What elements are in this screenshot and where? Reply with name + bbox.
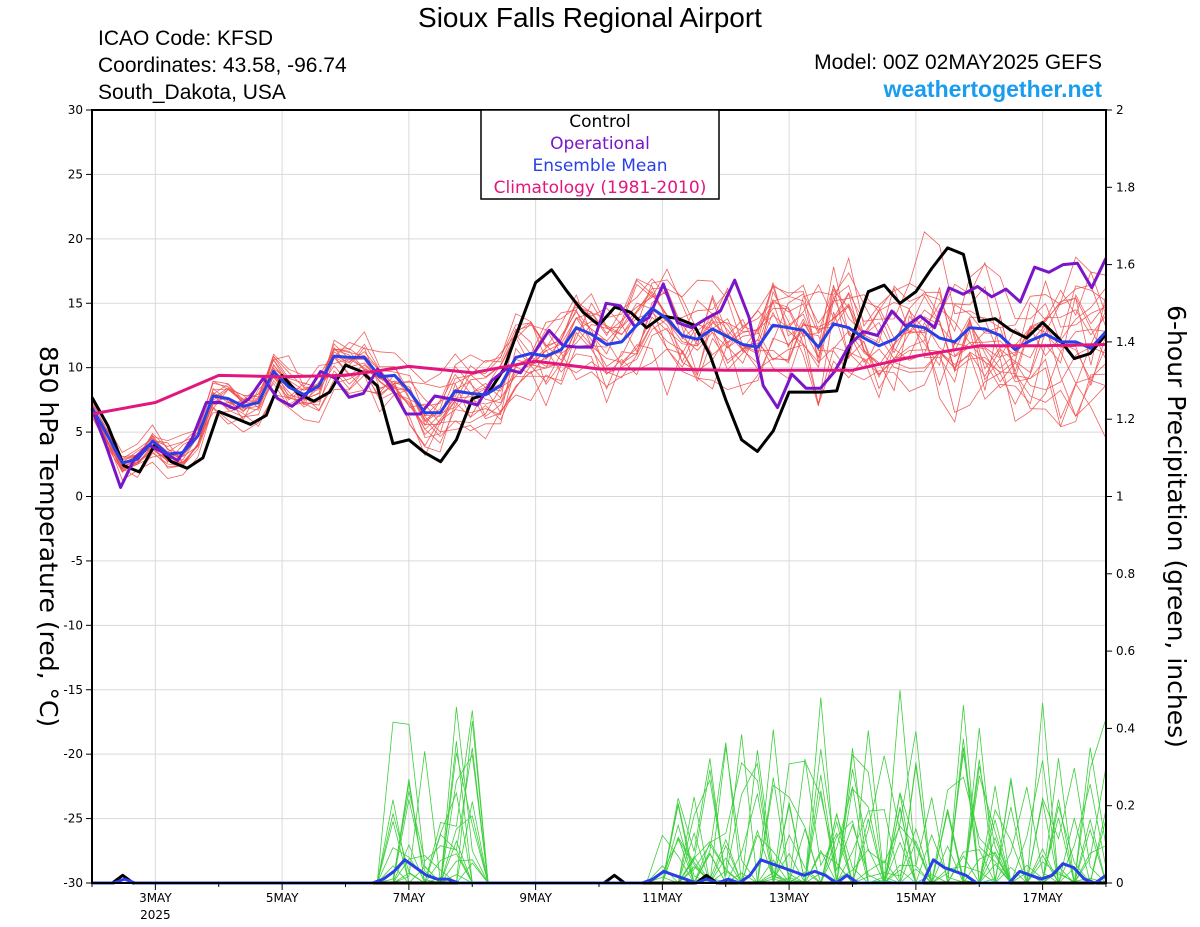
x-tick-label: 17MAY <box>1023 891 1064 905</box>
y2-tick-label: 0.6 <box>1116 644 1135 658</box>
y-tick-label: -25 <box>63 812 83 826</box>
y-tick-label: -5 <box>71 554 83 568</box>
y-tick-label: -30 <box>63 876 83 890</box>
grid-lines <box>92 109 1106 884</box>
series-climatology-1981-2010 <box>91 343 1107 416</box>
y2-tick-label: 0.2 <box>1116 799 1135 813</box>
y-tick-label: 10 <box>68 361 83 375</box>
x-tick-sublabel: 2025 <box>140 908 171 922</box>
legend-entry: Climatology (1981-2010) <box>494 178 707 198</box>
legend-entry: Ensemble Mean <box>532 156 667 176</box>
y2-tick-label: 0.8 <box>1116 567 1135 581</box>
legend-entry: Control <box>569 112 630 132</box>
y-tick-label: 25 <box>68 167 83 181</box>
precip-member-line <box>92 705 1106 884</box>
axis-ticks: 302520151050-5-10-15-20-25-3021.81.61.41… <box>63 103 1135 922</box>
y-axis-label: 850 hPa Temperature (red, °C) <box>34 346 63 727</box>
precip-member-line <box>92 710 1107 885</box>
legend-box <box>480 109 720 200</box>
series-operational <box>90 257 1108 489</box>
y2-tick-label: 0 <box>1116 876 1124 890</box>
y2-tick-label: 1.8 <box>1116 180 1135 194</box>
y2-tick-label: 2 <box>1116 103 1124 117</box>
y2-tick-label: 0.4 <box>1116 721 1135 735</box>
y-tick-label: 5 <box>75 425 83 439</box>
coordinates: Coordinates: 43.58, -96.74 <box>98 54 347 77</box>
precip-member-line <box>92 702 1106 884</box>
precip-member-line <box>92 690 1106 884</box>
x-tick-label: 9MAY <box>519 891 552 905</box>
y-tick-label: 0 <box>75 490 83 504</box>
temp-member-line <box>91 279 1107 469</box>
legend-entry: Operational <box>550 134 650 154</box>
y-tick-label: 20 <box>68 232 83 246</box>
y2-tick-label: 1.6 <box>1116 258 1135 272</box>
precip-member-line <box>92 706 1107 885</box>
x-tick-label: 7MAY <box>393 891 426 905</box>
temp-member-line <box>91 294 1107 473</box>
chart-title: Sioux Falls Regional Airport <box>418 2 762 33</box>
temp-member-line <box>91 268 1107 473</box>
x-tick-label: 13MAY <box>769 891 810 905</box>
y-tick-label: -15 <box>63 683 83 697</box>
x-tick-label: 11MAY <box>642 891 683 905</box>
y2-axis-label: 6-hour Precipitation (green, inches) <box>1162 305 1191 748</box>
x-tick-label: 3MAY <box>139 891 172 905</box>
model-run: Model: 00Z 02MAY2025 GEFS <box>814 51 1102 74</box>
y2-tick-label: 1 <box>1116 490 1124 504</box>
icao-code: ICAO Code: KFSD <box>98 27 274 50</box>
x-tick-label: 15MAY <box>896 891 937 905</box>
x-tick-label: 5MAY <box>266 891 299 905</box>
y-tick-label: 30 <box>68 103 83 117</box>
y-tick-label: -10 <box>63 618 83 632</box>
region: South_Dakota, USA <box>98 81 286 104</box>
precip-member-line <box>92 697 1106 884</box>
y2-tick-label: 1.2 <box>1116 412 1135 426</box>
series-ensemble-mean <box>90 306 1108 465</box>
precip-member-line <box>92 718 1107 885</box>
y-tick-label: 15 <box>68 296 83 310</box>
y2-tick-label: 1.4 <box>1116 335 1135 349</box>
precip-member-line <box>92 721 1107 884</box>
y-tick-label: -20 <box>63 747 83 761</box>
precip-member-line <box>92 720 1107 884</box>
site-link[interactable]: weathertogether.net <box>883 76 1102 102</box>
